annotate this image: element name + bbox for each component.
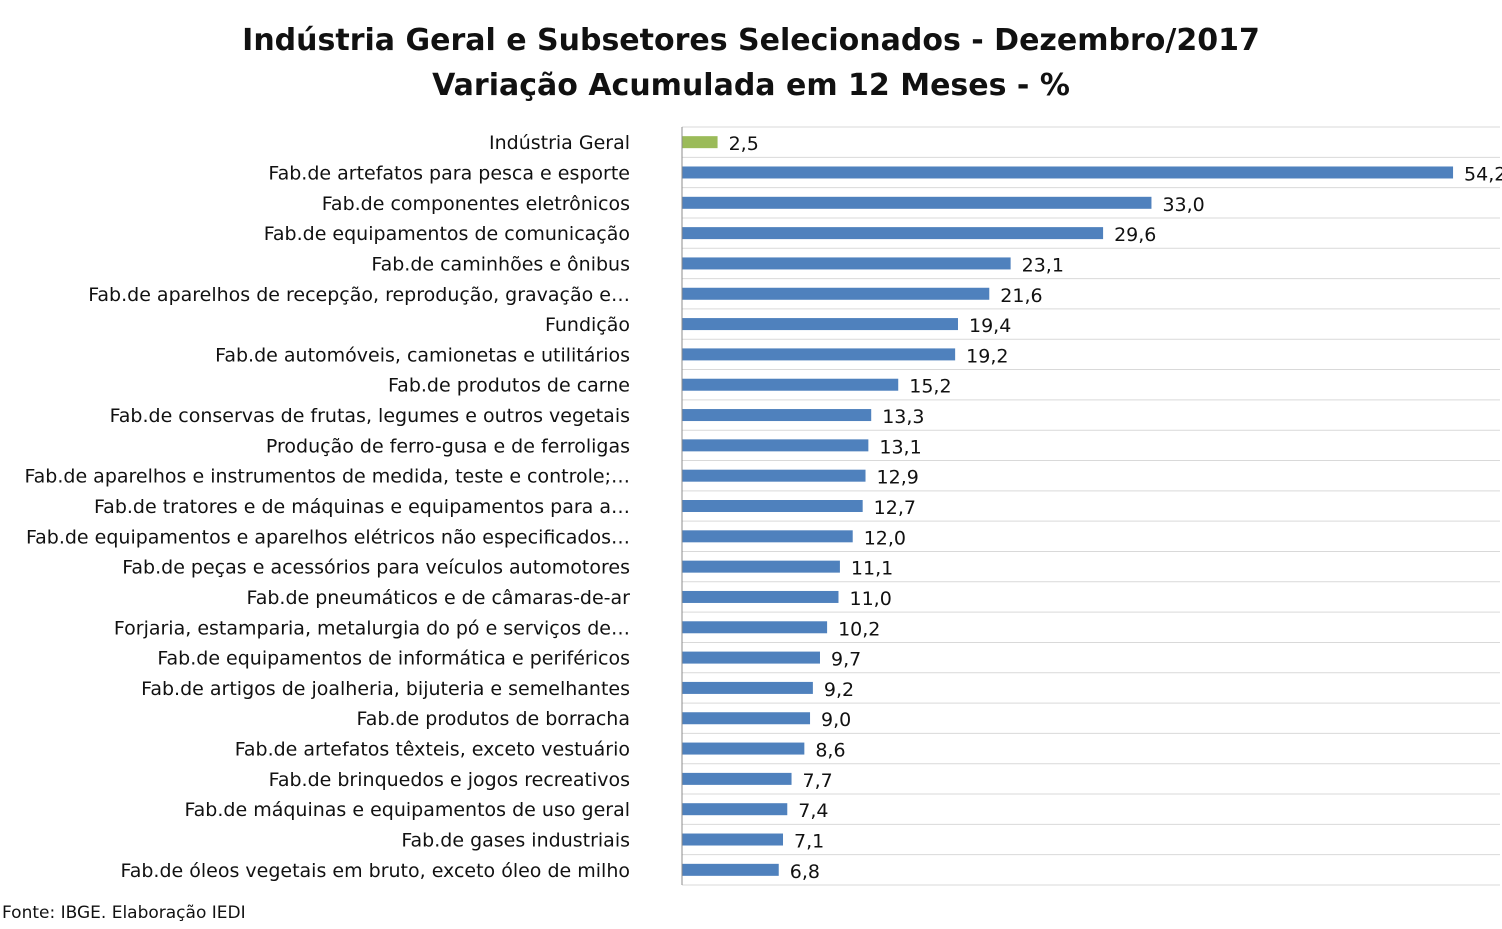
bar: [682, 863, 779, 876]
bar: [682, 469, 866, 482]
bar: [682, 742, 805, 755]
category-label: Fab.de conservas de frutas, legumes e ou…: [110, 405, 630, 427]
category-label: Fab.de aparelhos e instrumentos de medid…: [24, 466, 630, 488]
category-label: Fab.de gases industriais: [401, 830, 630, 852]
category-label: Fab.de caminhões e ônibus: [371, 253, 630, 275]
value-label: 2,5: [729, 133, 759, 155]
bar: [682, 227, 1104, 240]
bar: [682, 681, 813, 694]
category-label: Indústria Geral: [489, 132, 630, 154]
category-label: Fab.de aparelhos de recepção, reprodução…: [88, 284, 630, 306]
category-label: Fab.de equipamentos e aparelhos elétrico…: [26, 526, 630, 548]
category-label: Fab.de automóveis, camionetas e utilitár…: [215, 344, 630, 366]
category-label: Fundição: [545, 314, 630, 336]
value-label: 8,6: [815, 740, 845, 762]
chart-title: Indústria Geral e Subsetores Selecionado…: [242, 23, 1260, 103]
category-label: Forjaria, estamparia, metalurgia do pó e…: [114, 617, 630, 639]
category-label: Fab.de artefatos para pesca e esporte: [268, 162, 630, 184]
value-label: 9,7: [831, 649, 861, 671]
value-label: 54,2: [1464, 163, 1502, 185]
value-label: 19,4: [969, 315, 1011, 337]
category-label: Fab.de peças e acessórios para veículos …: [122, 557, 630, 579]
value-label: 9,2: [824, 679, 854, 701]
value-label: 7,7: [803, 770, 833, 792]
bar: [682, 833, 784, 846]
bar: [682, 621, 828, 634]
category-label: Fab.de componentes eletrônicos: [322, 193, 630, 215]
value-label: 11,1: [851, 558, 893, 580]
bar: [682, 196, 1152, 209]
value-label: 9,0: [821, 709, 851, 731]
bar: [682, 318, 958, 331]
category-label: Fab.de equipamentos de informática e per…: [157, 648, 630, 670]
value-label: 12,7: [874, 497, 916, 519]
value-label: 19,2: [966, 345, 1008, 367]
category-label: Fab.de pneumáticos e de câmaras-de-ar: [247, 587, 631, 609]
bar: [682, 166, 1454, 179]
chart-title-line: Variação Acumulada em 12 Meses - %: [432, 68, 1070, 103]
bars: [682, 136, 1454, 876]
value-label: 13,1: [879, 436, 921, 458]
value-label: 15,2: [909, 376, 951, 398]
category-labels: Indústria Geral Fab.de artefatos para pes…: [24, 132, 630, 882]
value-label: 7,1: [794, 831, 824, 853]
bar: [682, 530, 853, 543]
bar: [682, 378, 899, 391]
value-label: 13,3: [882, 406, 924, 428]
category-label: Fab.de artigos de joalheria, bijuteria e…: [141, 678, 630, 700]
value-label: 7,4: [798, 800, 828, 822]
category-label: Fab.de artefatos têxteis, exceto vestuár…: [235, 739, 630, 761]
chart-title-line: Indústria Geral e Subsetores Selecionado…: [242, 23, 1260, 58]
category-label: Fab.de máquinas e equipamentos de uso ge…: [184, 799, 630, 821]
value-label: 11,0: [849, 588, 891, 610]
value-label: 33,0: [1162, 194, 1204, 216]
category-label: Produção de ferro-gusa e de ferroligas: [266, 435, 630, 457]
bar: [682, 712, 811, 725]
category-label: Fab.de óleos vegetais em bruto, exceto ó…: [121, 860, 630, 882]
value-label: 12,0: [864, 527, 906, 549]
value-label: 21,6: [1000, 285, 1042, 307]
bar: [682, 772, 792, 785]
value-labels: 2,5 54,2 33,0 29,6 23,1 21,6 19,4 19,2 15,2 13,3 1…: [729, 133, 1502, 883]
grid-lines: [682, 126, 1500, 886]
bar: [682, 803, 788, 816]
category-label: Fab.de tratores e de máquinas e equipame…: [94, 496, 630, 518]
bar: [682, 439, 869, 452]
bar: [682, 257, 1011, 270]
bar: [682, 287, 990, 300]
value-label: 6,8: [790, 861, 820, 883]
bar: [682, 651, 820, 664]
bar: [682, 136, 718, 149]
bar: [682, 590, 839, 603]
bar: [682, 409, 872, 422]
category-label: Fab.de produtos de carne: [388, 375, 630, 397]
category-label: Fab.de produtos de borracha: [357, 708, 630, 730]
value-label: 10,2: [838, 618, 880, 640]
bar: [682, 500, 863, 512]
category-label: Fab.de equipamentos de comunicação: [264, 223, 630, 245]
value-label: 12,9: [877, 467, 919, 489]
category-label: Fab.de brinquedos e jogos recreativos: [269, 769, 630, 791]
value-label: 29,6: [1114, 224, 1156, 246]
bar: [682, 560, 840, 573]
source-note: Fonte: IBGE. Elaboração IEDI: [2, 903, 246, 923]
bar: [682, 348, 956, 361]
value-label: 23,1: [1022, 254, 1064, 276]
